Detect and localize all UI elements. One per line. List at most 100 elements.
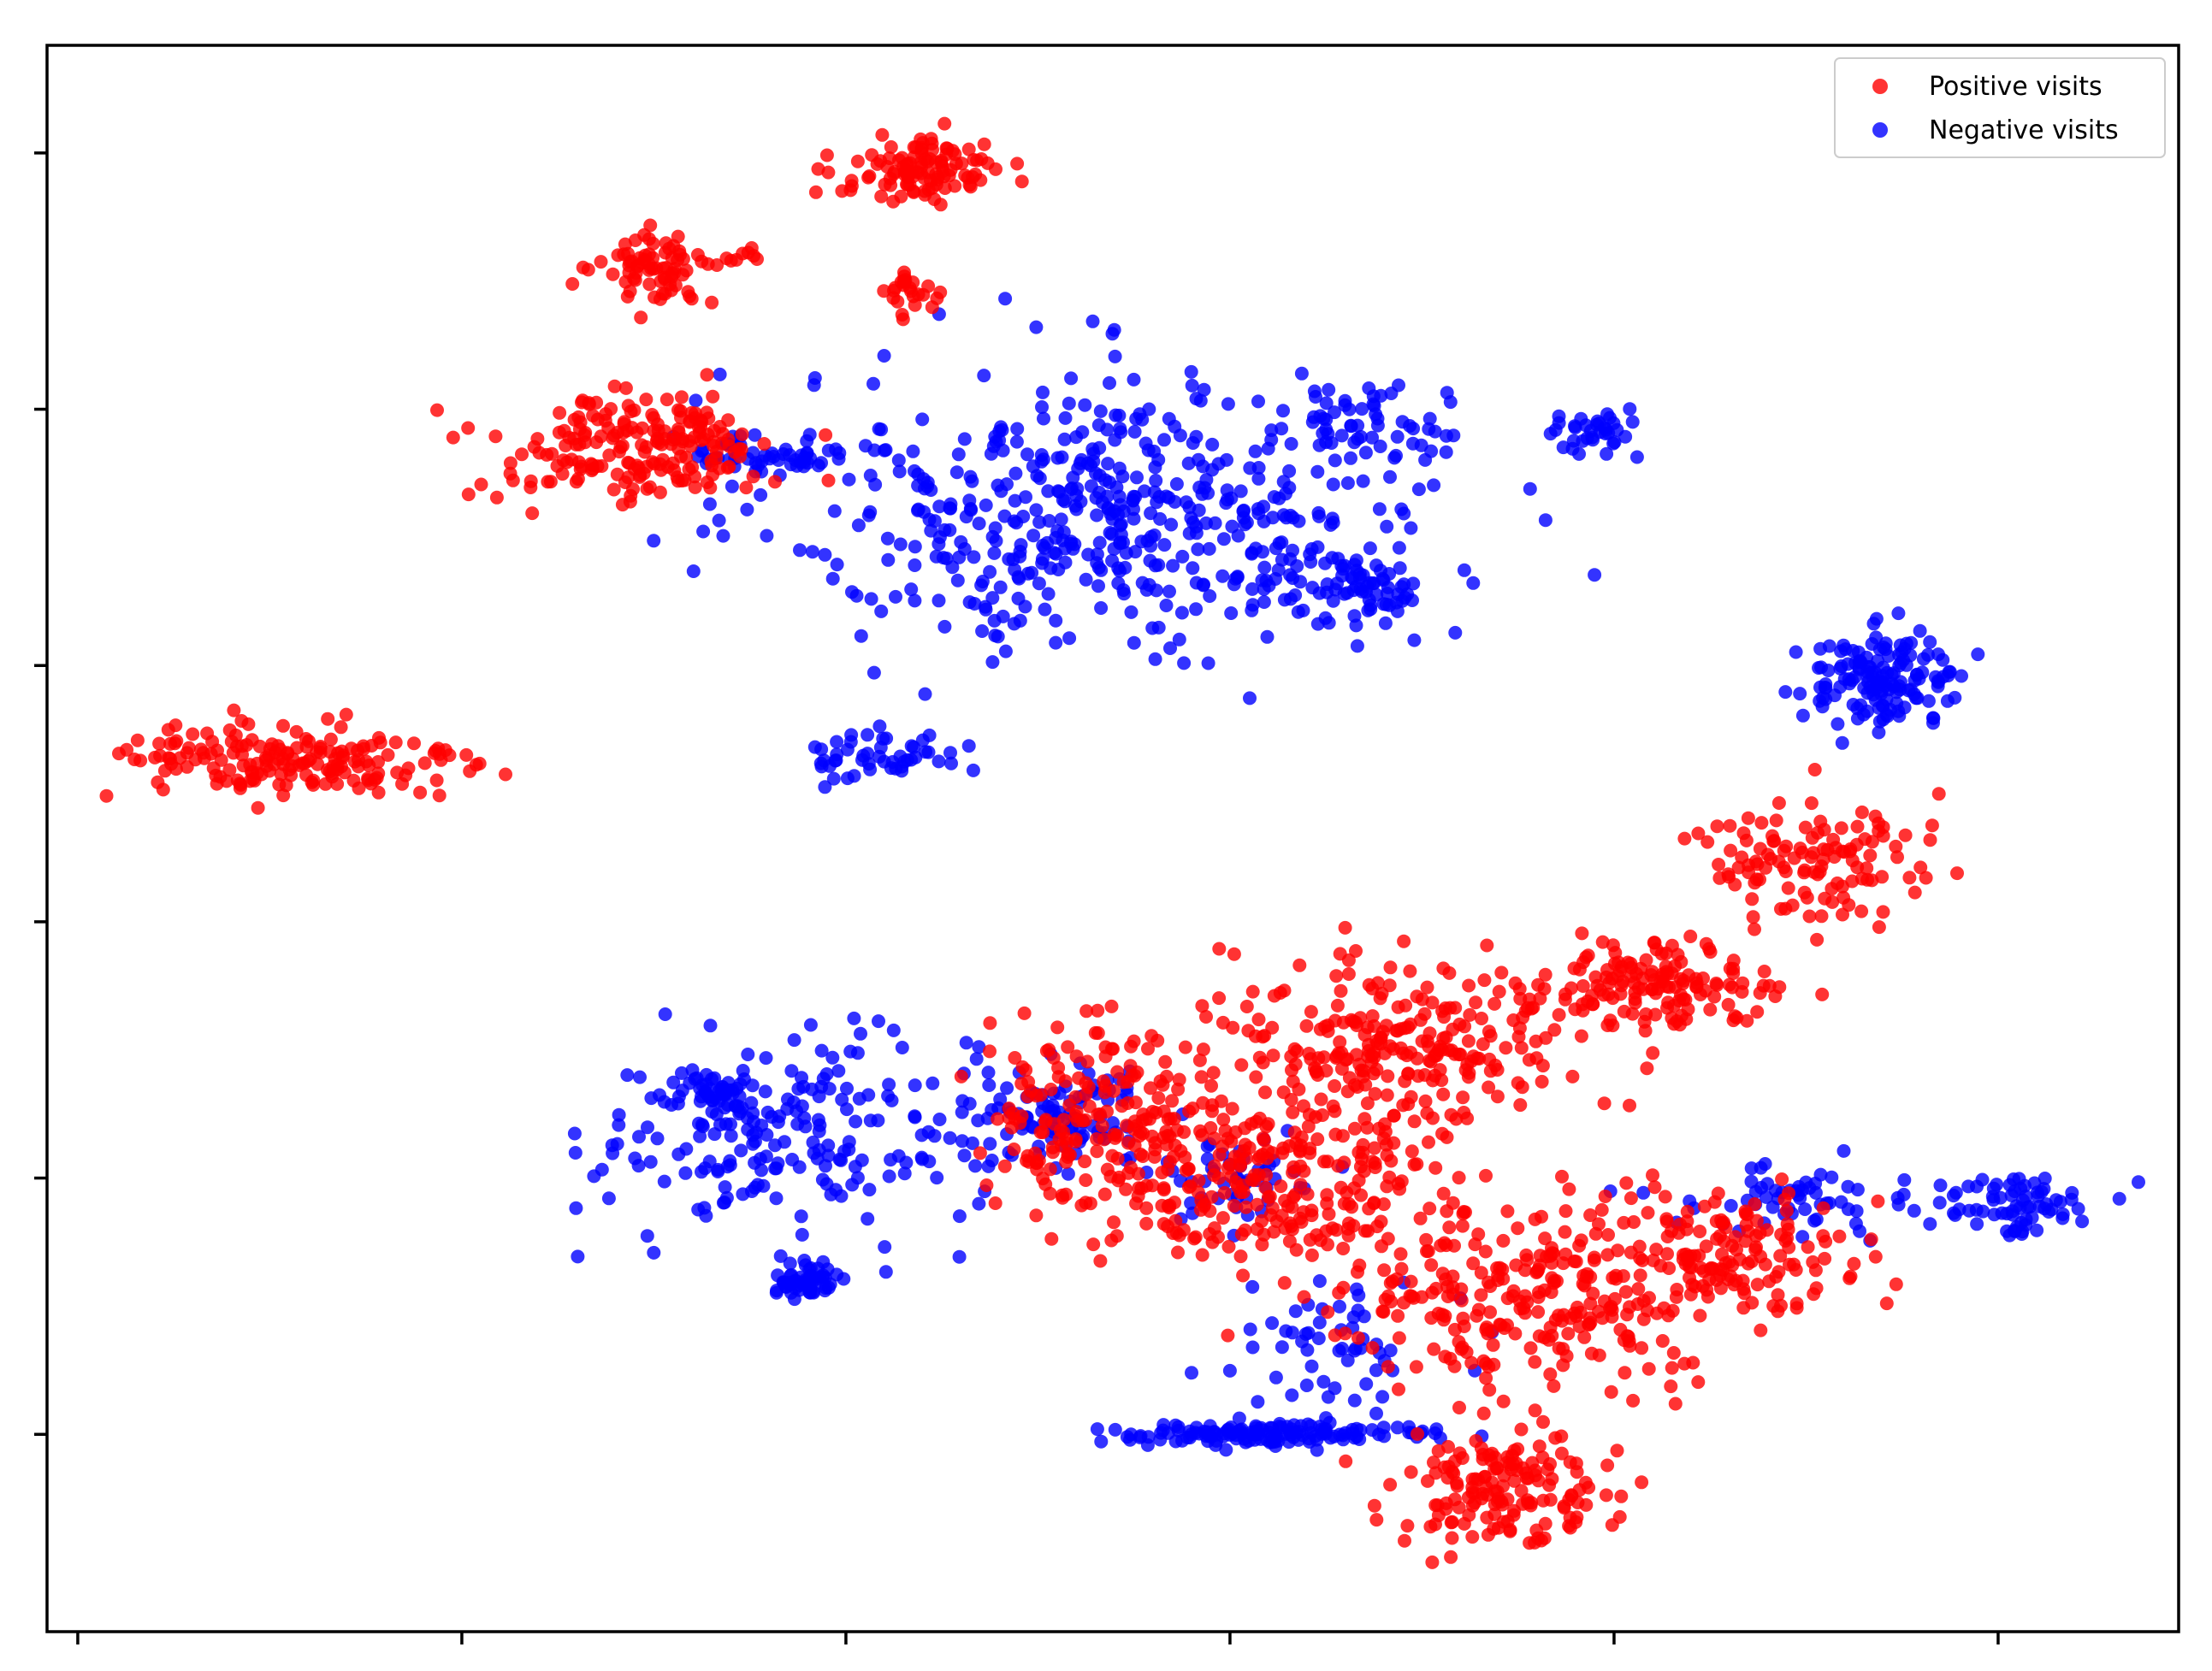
positive-visit-point <box>1357 1164 1371 1178</box>
negative-visit-point <box>2007 1172 2020 1186</box>
negative-visit-point <box>1029 320 1044 334</box>
negative-visit-point <box>1251 502 1265 517</box>
positive-visit-point <box>1326 1099 1340 1113</box>
negative-visit-point <box>1406 422 1421 436</box>
positive-visit-point <box>1029 1208 1044 1223</box>
positive-visit-point <box>1403 964 1417 978</box>
positive-visit-point <box>1304 1005 1318 1019</box>
positive-visit-point <box>234 714 249 728</box>
negative-visit-point <box>2027 1176 2042 1190</box>
positive-visit-point <box>1668 1396 1683 1411</box>
positive-visit-point <box>1360 1096 1375 1111</box>
negative-visit-point <box>2004 1188 2019 1202</box>
legend-box <box>1834 57 2166 158</box>
negative-visit-point <box>988 521 1002 535</box>
positive-visit-point <box>1258 1085 1272 1100</box>
negative-visit-point <box>1269 572 1283 586</box>
positive-visit-point <box>1466 1256 1481 1271</box>
negative-visit-point <box>864 592 878 606</box>
positive-visit-point <box>1613 964 1627 978</box>
negative-visit-point <box>977 369 991 383</box>
positive-visit-point <box>1771 1265 1786 1279</box>
negative-visit-point <box>995 422 1009 437</box>
positive-visit-point <box>1172 1228 1186 1243</box>
negative-visit-point <box>1378 616 1393 630</box>
negative-visit-point <box>1265 1316 1280 1331</box>
negative-visit-point <box>1269 1370 1283 1385</box>
negative-visit-point <box>1069 430 1084 445</box>
positive-visit-point <box>1300 1187 1315 1202</box>
positive-visit-point <box>1699 1239 1713 1254</box>
positive-visit-point <box>346 773 361 788</box>
positive-visit-point <box>1710 819 1724 834</box>
positive-visit-point <box>169 762 183 776</box>
positive-visit-point <box>1401 1097 1416 1112</box>
negative-visit-point <box>915 733 930 747</box>
positive-visit-point <box>1693 1308 1707 1323</box>
negative-visit-point <box>2042 1205 2056 1219</box>
negative-visit-point <box>1035 552 1050 566</box>
negative-visit-point <box>1166 558 1180 573</box>
positive-visit-point <box>1854 904 1869 918</box>
negative-visit-point <box>1350 639 1364 653</box>
positive-visit-point <box>1277 983 1292 998</box>
positive-visit-point <box>623 494 637 509</box>
positive-visit-point <box>1872 816 1886 830</box>
positive-visit-point <box>1721 997 1736 1012</box>
positive-visit-point <box>1601 987 1616 1001</box>
positive-visit-point <box>1890 850 1904 865</box>
positive-visit-point <box>906 164 920 179</box>
negative-visit-point <box>881 552 896 567</box>
positive-visit-point <box>286 752 300 766</box>
positive-visit-point <box>1541 1462 1555 1477</box>
negative-visit-point <box>1066 470 1080 485</box>
positive-visit-point <box>1535 1209 1548 1224</box>
positive-visit-point <box>1078 1113 1092 1127</box>
positive-visit-point <box>875 127 890 142</box>
negative-visit-point <box>899 1155 914 1170</box>
negative-visit-point <box>1312 1274 1327 1288</box>
negative-visit-point <box>1134 534 1149 549</box>
negative-visit-point <box>945 560 960 575</box>
positive-visit-point <box>1006 1107 1020 1120</box>
positive-visit-point <box>1555 1169 1569 1184</box>
positive-visit-point <box>1818 1251 1832 1266</box>
negative-visit-point <box>1568 419 1582 434</box>
negative-visit-point <box>760 528 774 543</box>
positive-visit-point <box>1516 1461 1530 1475</box>
positive-visit-point <box>1370 1036 1385 1051</box>
positive-visit-point <box>1750 1278 1765 1292</box>
positive-visit-point <box>1452 1401 1466 1414</box>
negative-visit-point <box>965 1136 979 1150</box>
positive-visit-point <box>1446 1287 1460 1302</box>
positive-visit-point <box>1150 1033 1165 1048</box>
positive-visit-point <box>1500 1204 1515 1219</box>
positive-visit-point <box>1256 1131 1270 1145</box>
negative-visit-point <box>882 1169 896 1184</box>
positive-visit-point <box>914 146 929 160</box>
positive-visit-point <box>1745 1255 1759 1268</box>
positive-visit-point <box>1418 1094 1433 1108</box>
positive-visit-point <box>1604 1385 1618 1399</box>
positive-visit-point <box>1691 826 1706 841</box>
positive-visit-point <box>1624 1191 1638 1206</box>
negative-visit-point <box>1350 564 1364 578</box>
positive-visit-point <box>1521 1471 1535 1485</box>
negative-visit-point <box>943 746 957 760</box>
positive-visit-point <box>1772 980 1787 995</box>
positive-visit-point <box>1746 910 1760 924</box>
positive-visit-point <box>1633 1268 1647 1283</box>
positive-visit-point <box>1091 1003 1105 1018</box>
positive-visit-point <box>940 141 955 156</box>
positive-visit-point <box>1015 1060 1030 1074</box>
positive-visit-point <box>1360 1120 1375 1135</box>
negative-visit-point <box>1036 385 1050 399</box>
negative-visit-point <box>778 1135 792 1149</box>
positive-visit-point <box>1450 1479 1464 1493</box>
data-points <box>99 116 2145 1569</box>
positive-visit-point <box>1320 1196 1334 1211</box>
negative-visit-point <box>1357 1309 1371 1324</box>
negative-visit-point <box>1013 613 1027 628</box>
positive-visit-point <box>630 425 644 440</box>
positive-visit-point <box>299 732 313 746</box>
